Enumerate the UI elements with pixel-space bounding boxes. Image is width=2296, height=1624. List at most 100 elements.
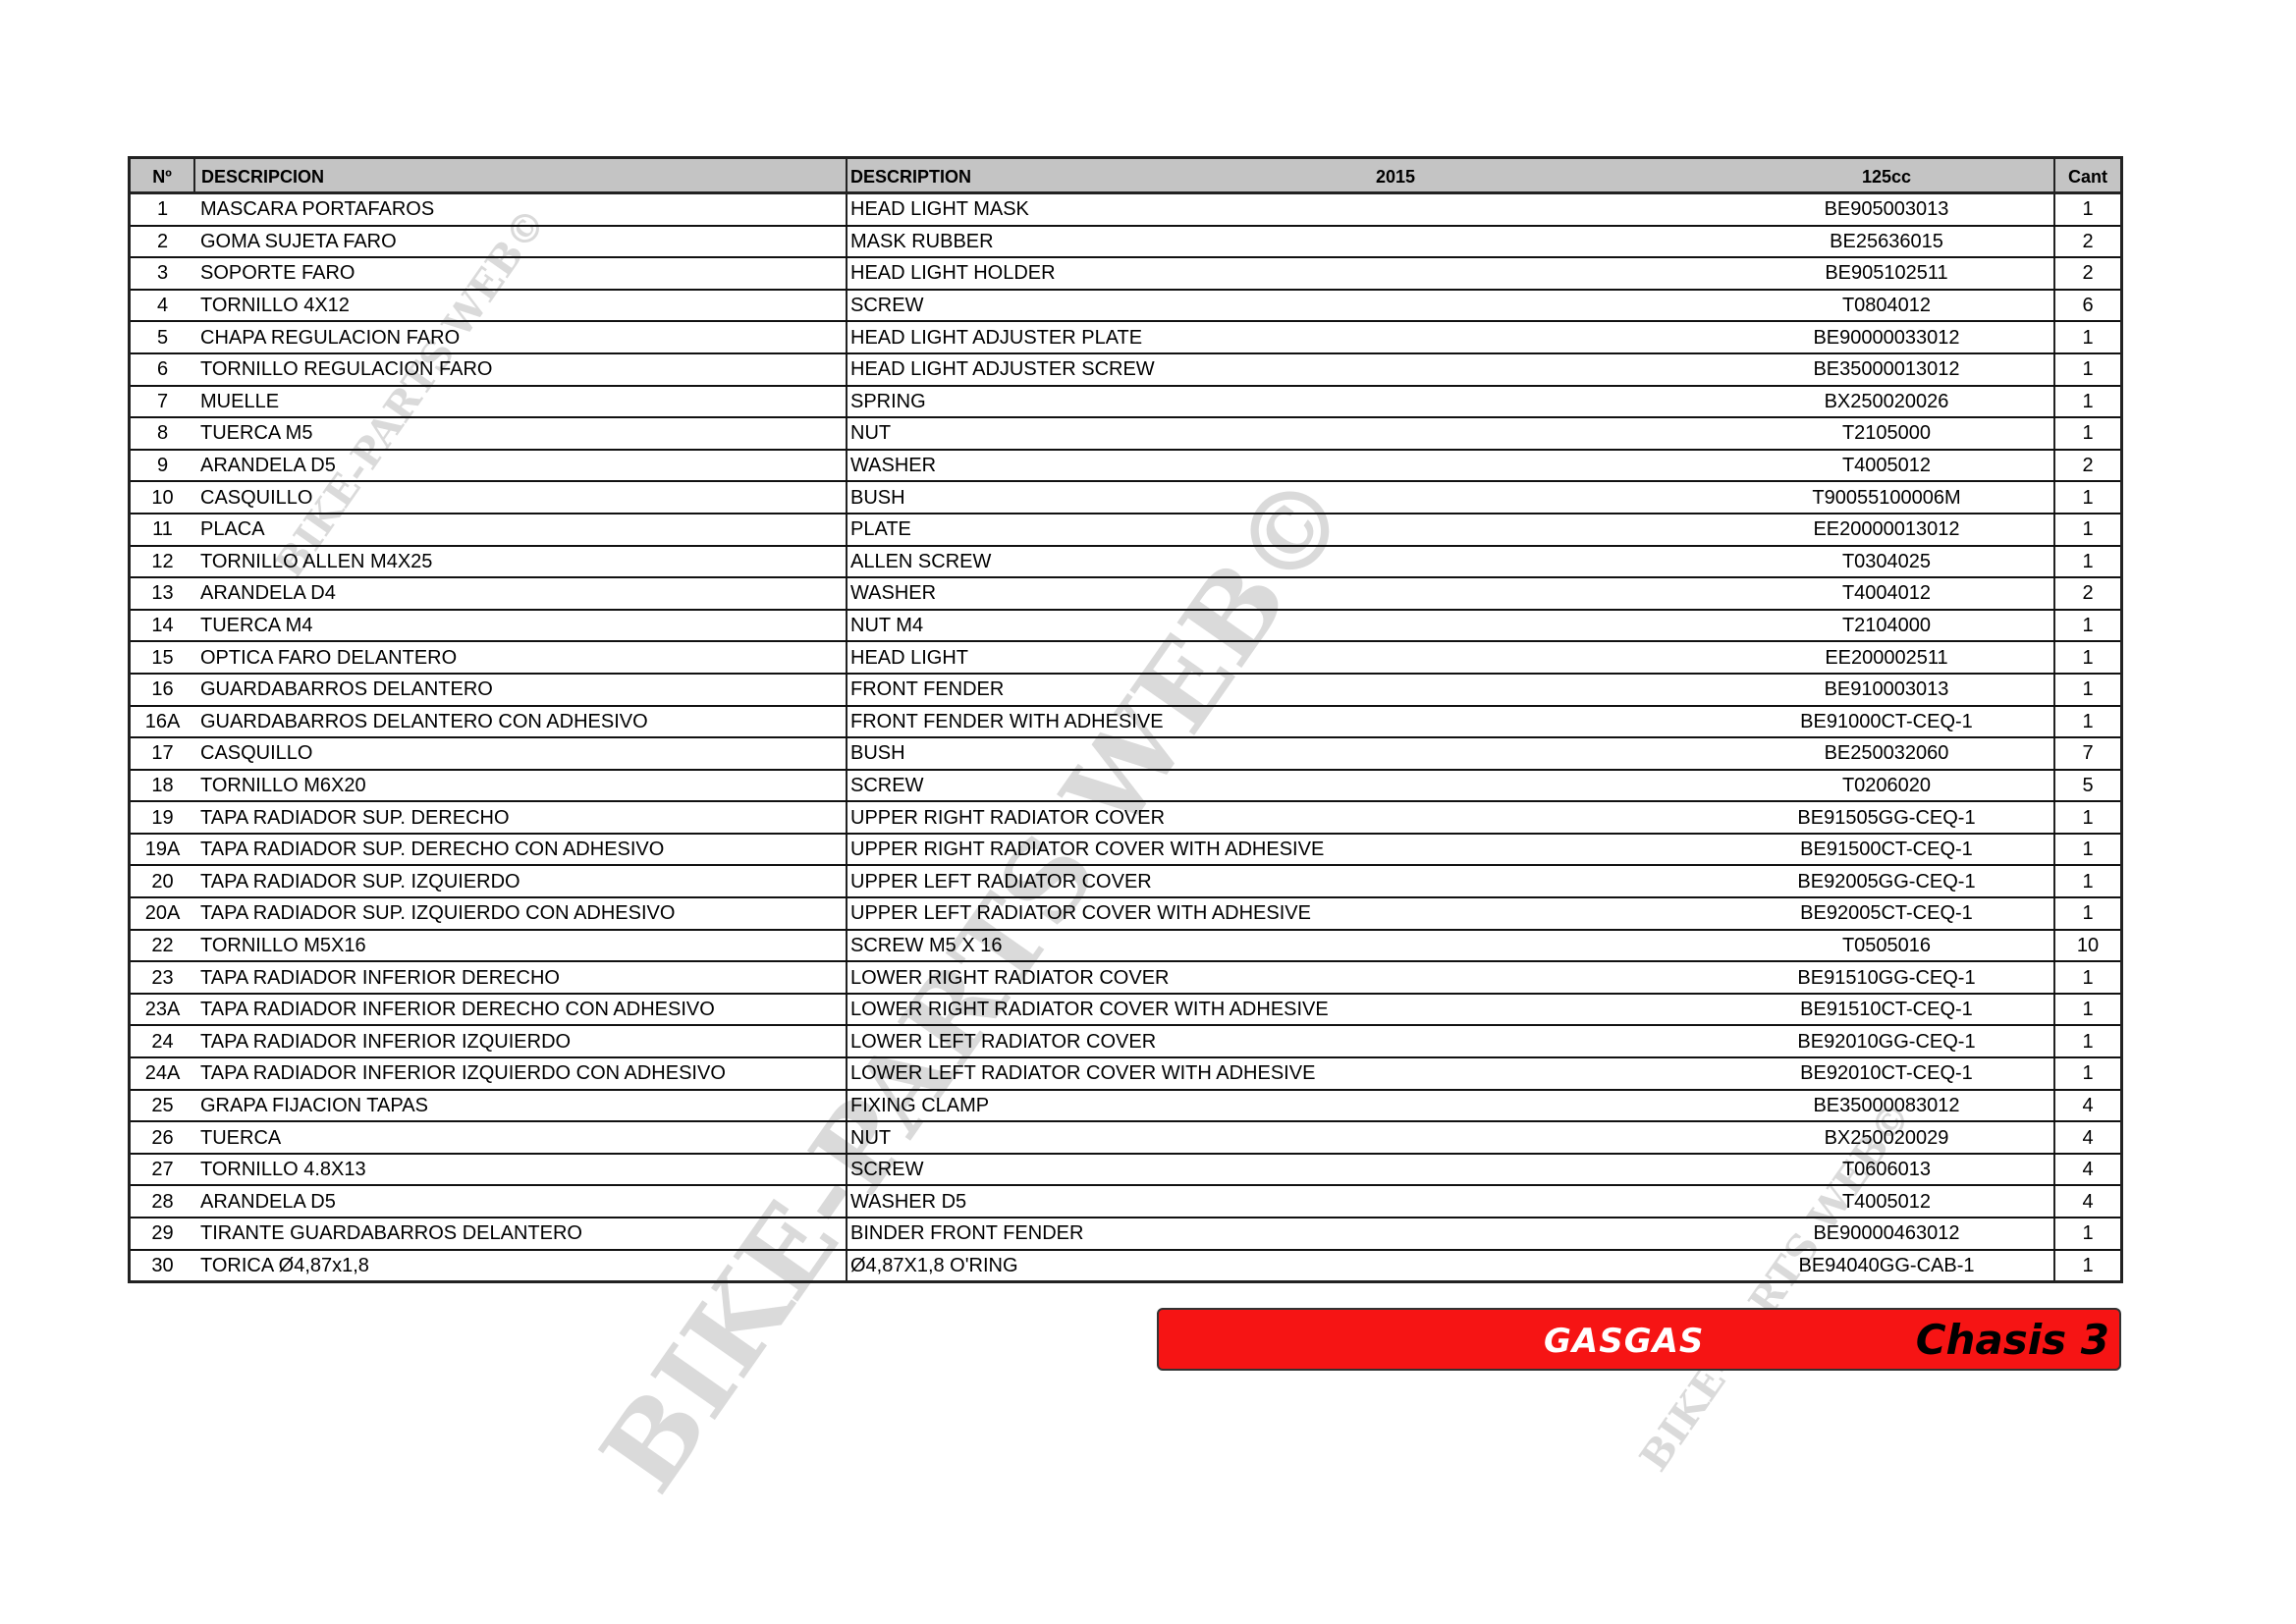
descripcion-cell: TAPA RADIADOR INFERIOR IZQUIERDO [194,1025,847,1059]
item-number: 26 [129,1121,194,1155]
parts-table: Nº DESCRIPCION DESCRIPTION 2015 125cc Ca… [128,156,2123,1284]
description-cell: MASK RUBBER [846,225,1720,259]
description-cell: LOWER LEFT RADIATOR COVER WITH ADHESIVE [846,1057,1720,1091]
quantity-cell: 1 [2053,513,2122,547]
part-number-cell: BE90000463012 [1720,1218,2054,1251]
quantity-cell: 2 [2053,449,2122,483]
description-cell: LOWER RIGHT RADIATOR COVER WITH ADHESIVE [846,993,1720,1027]
part-number-cell: T0206020 [1720,769,2054,803]
description-cell: HEAD LIGHT HOLDER [846,257,1720,291]
description-cell: UPPER LEFT RADIATOR COVER WITH ADHESIVE [846,897,1720,931]
descripcion-cell: TAPA RADIADOR SUP. DERECHO [194,801,847,835]
part-number-cell: BE91510CT-CEQ-1 [1720,993,2054,1027]
description-cell: SCREW [846,289,1720,323]
descripcion-cell: TAPA RADIADOR SUP. IZQUIERDO CON ADHESIV… [194,897,847,931]
descripcion-cell: GUARDABARROS DELANTERO [194,673,847,707]
table-row: 20A TAPA RADIADOR SUP. IZQUIERDO CON ADHE… [129,897,2122,931]
quantity-cell: 4 [2053,1185,2122,1218]
quantity-cell: 1 [2053,385,2122,419]
item-number: 3 [129,257,194,291]
table-row: 15 OPTICA FARO DELANTERO HEAD LIGHT EE20000… [129,641,2122,675]
item-number: 11 [129,513,194,547]
table-row: 16A GUARDABARROS DELANTERO CON ADHESIVO FR… [129,705,2122,739]
quantity-cell: 4 [2053,1089,2122,1123]
item-number: 19A [129,833,194,867]
part-number-cell: BE92010GG-CEQ-1 [1720,1025,2054,1059]
part-number-cell: BX250020029 [1720,1121,2054,1155]
description-cell: BUSH [846,481,1720,514]
part-number-cell: T90055100006M [1720,481,2054,514]
description-cell: PLATE [846,513,1720,547]
table-row: 24A TAPA RADIADOR INFERIOR IZQUIERDO CON … [129,1057,2122,1091]
item-number: 14 [129,609,194,643]
item-number: 8 [129,417,194,451]
brand-logo: GASGAS [1544,1322,1705,1361]
description-cell: HEAD LIGHT ADJUSTER SCREW [846,352,1720,387]
quantity-cell: 1 [2053,897,2122,931]
quantity-cell: 1 [2053,705,2122,739]
item-number: 18 [129,769,194,803]
table-row: 9 ARANDELA D5 WASHER T4005012 2 [129,449,2122,483]
table-row: 19A TAPA RADIADOR SUP. DERECHO CON ADHESI… [129,833,2122,867]
part-number-cell: BE92005CT-CEQ-1 [1720,897,2054,931]
quantity-cell: 5 [2053,769,2122,803]
item-number: 4 [129,289,194,323]
description-cell: SCREW M5 X 16 [846,929,1720,963]
item-number: 10 [129,481,194,514]
part-number-cell: T0606013 [1720,1153,2054,1187]
item-number: 29 [129,1218,194,1251]
item-number: 17 [129,737,194,771]
description-cell: WASHER D5 [846,1185,1720,1218]
item-number: 28 [129,1185,194,1218]
descripcion-cell: PLACA [194,513,847,547]
item-number: 9 [129,449,194,483]
item-number: 30 [129,1249,194,1283]
table-row: 29 TIRANTE GUARDABARROS DELANTERO BINDER F… [129,1218,2122,1251]
descripcion-cell: TAPA RADIADOR INFERIOR DERECHO CON ADHES… [194,993,847,1027]
table-row: 19 TAPA RADIADOR SUP. DERECHO UPPER RIGHT … [129,801,2122,835]
table-row: 23A TAPA RADIADOR INFERIOR DERECHO CON AD… [129,993,2122,1027]
quantity-cell: 6 [2053,289,2122,323]
part-number-cell: BE92010CT-CEQ-1 [1720,1057,2054,1091]
item-number: 22 [129,929,194,963]
table-row: 22 TORNILLO M5X16 SCREW M5 X 16 T0505016 10 [129,929,2122,963]
descripcion-cell: TORNILLO REGULACION FARO [194,352,847,387]
part-number-cell: BE92005GG-CEQ-1 [1720,865,2054,899]
item-number: 1 [129,192,194,227]
part-number-cell: BE91510GG-CEQ-1 [1720,961,2054,995]
header-descripcion: DESCRIPCION [193,157,847,194]
descripcion-cell: MASCARA PORTAFAROS [194,192,847,227]
quantity-cell: 1 [2053,865,2122,899]
part-number-cell: BX250020026 [1720,385,2054,419]
item-number: 23 [129,961,194,995]
table-header: Nº DESCRIPCION DESCRIPTION 2015 125cc Ca… [129,157,2122,194]
descripcion-cell: TAPA RADIADOR INFERIOR IZQUIERDO CON ADH… [194,1057,847,1091]
descripcion-cell: CASQUILLO [194,481,847,514]
part-number-cell: EE200002511 [1720,641,2054,675]
quantity-cell: 1 [2053,352,2122,387]
part-number-cell: BE91500CT-CEQ-1 [1720,833,2054,867]
table-row: 23 TAPA RADIADOR INFERIOR DERECHO LOWER RI… [129,961,2122,995]
item-number: 25 [129,1089,194,1123]
part-number-cell: T2105000 [1720,417,2054,451]
quantity-cell: 4 [2053,1121,2122,1155]
quantity-cell: 1 [2053,993,2122,1027]
table-row: 25 GRAPA FIJACION TAPAS FIXING CLAMP BE3500… [129,1089,2122,1123]
quantity-cell: 1 [2053,545,2122,579]
descripcion-cell: TAPA RADIADOR SUP. DERECHO CON ADHESIVO [194,833,847,867]
item-number: 2 [129,225,194,259]
part-number-cell: EE20000013012 [1720,513,2054,547]
description-cell: Ø4,87X1,8 O'RING [846,1249,1720,1283]
descripcion-cell: SOPORTE FARO [194,257,847,291]
item-number: 16A [129,705,194,739]
item-number: 12 [129,545,194,579]
description-cell: WASHER [846,449,1720,483]
description-cell: NUT [846,1121,1720,1155]
description-cell: NUT M4 [846,609,1720,643]
quantity-cell: 1 [2053,961,2122,995]
part-number-cell: BE35000013012 [1720,352,2054,387]
description-cell: UPPER RIGHT RADIATOR COVER [846,801,1720,835]
description-cell: ALLEN SCREW [846,545,1720,579]
part-number-cell: T0304025 [1720,545,2054,579]
table-row: 18 TORNILLO M6X20 SCREW T0206020 5 [129,769,2122,803]
